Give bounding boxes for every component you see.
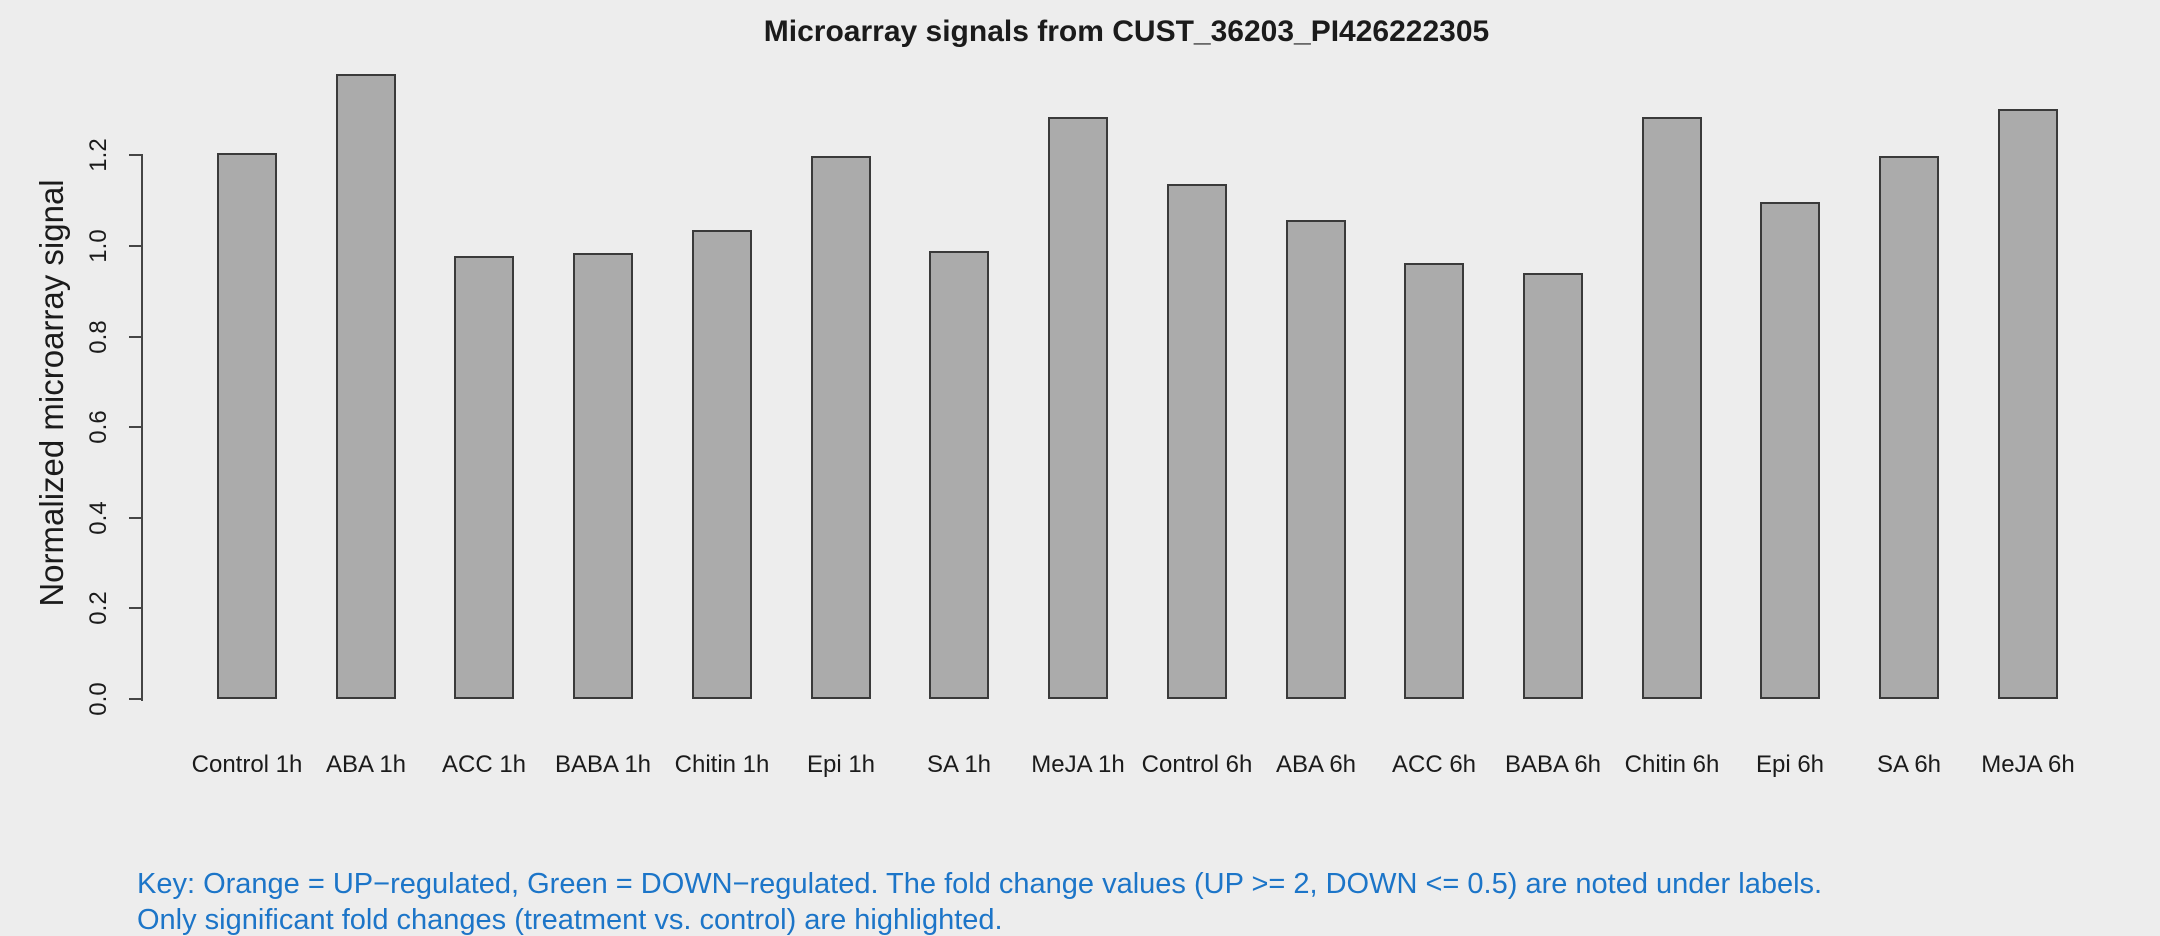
y-axis-title: Normalized microarray signal xyxy=(33,179,70,607)
bar-baba-1h xyxy=(573,252,633,699)
y-tick-0.0 xyxy=(129,698,143,700)
y-tick-label-1.0: 1.0 xyxy=(85,229,112,263)
bar-epi-1h xyxy=(811,156,871,699)
footnote-line-1: Key: Orange = UP−regulated, Green = DOWN… xyxy=(137,868,1823,900)
bar-chitin-1h xyxy=(692,230,752,699)
bar-acc-6h xyxy=(1404,263,1464,699)
y-tick-1.0 xyxy=(129,245,143,247)
footnote-line-2: Only significant fold changes (treatment… xyxy=(137,904,1003,936)
bar-epi-6h xyxy=(1760,201,1820,699)
bar-baba-6h xyxy=(1523,272,1583,699)
x-label-epi-6h: Epi 6h xyxy=(1755,751,1825,778)
x-label-baba-6h: BABA 6h xyxy=(1504,751,1602,778)
bar-sa-6h xyxy=(1879,156,1939,699)
bar-acc-1h xyxy=(454,256,514,699)
x-label-acc-6h: ACC 6h xyxy=(1391,751,1477,778)
x-label-aba-6h: ABA 6h xyxy=(1275,751,1357,778)
x-label-aba-1h: ABA 1h xyxy=(325,751,407,778)
x-label-chitin-6h: Chitin 6h xyxy=(1624,751,1720,778)
bar-control-1h xyxy=(217,153,277,699)
x-label-control-6h: Control 6h xyxy=(1141,751,1253,778)
bar-aba-1h xyxy=(336,73,396,699)
bar-meja-1h xyxy=(1048,117,1108,699)
x-label-sa-1h: SA 1h xyxy=(926,751,992,778)
y-tick-0.2 xyxy=(129,607,143,610)
x-label-sa-6h: SA 6h xyxy=(1876,751,1942,778)
x-label-chitin-1h: Chitin 1h xyxy=(674,751,770,778)
y-tick-label-1.2: 1.2 xyxy=(85,138,112,173)
y-tick-0.8 xyxy=(129,335,143,338)
bar-meja-6h xyxy=(1998,108,2058,699)
x-label-meja-1h: MeJA 1h xyxy=(1031,751,1125,778)
y-tick-label-0.6: 0.6 xyxy=(85,410,112,444)
x-label-meja-6h: MeJA 6h xyxy=(1981,751,2075,778)
y-tick-label-0.2: 0.2 xyxy=(85,591,112,626)
y-tick-label-0.0: 0.0 xyxy=(85,682,112,716)
chart-footnote: Key: Orange = UP−regulated, Green = DOWN… xyxy=(137,866,1822,936)
y-tick-label-0.4: 0.4 xyxy=(85,501,112,535)
bar-control-6h xyxy=(1167,184,1227,699)
bar-aba-6h xyxy=(1286,220,1346,699)
x-label-control-1h: Control 1h xyxy=(191,751,303,778)
y-tick-1.2 xyxy=(129,154,143,157)
y-tick-0.6 xyxy=(129,426,143,429)
x-label-baba-1h: BABA 1h xyxy=(554,751,652,778)
y-tick-0.4 xyxy=(129,516,143,519)
x-label-epi-1h: Epi 1h xyxy=(806,751,876,778)
y-tick-label-0.8: 0.8 xyxy=(85,319,112,354)
x-label-acc-1h: ACC 1h xyxy=(441,751,527,778)
chart-title: Microarray signals from CUST_36203_PI426… xyxy=(763,15,1490,48)
bar-sa-1h xyxy=(929,251,989,699)
bar-chitin-6h xyxy=(1642,117,1702,699)
